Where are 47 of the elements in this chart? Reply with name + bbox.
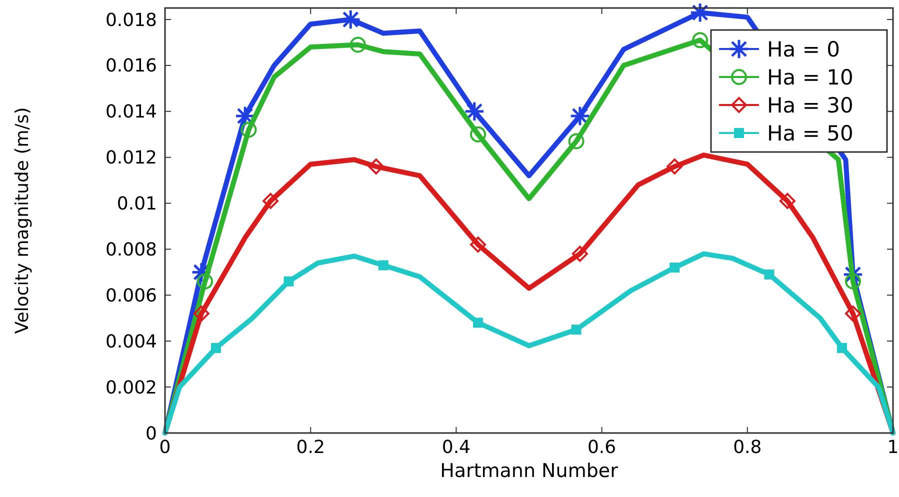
y-tick-label: 0.014 — [105, 102, 157, 123]
y-tick-label: 0.012 — [105, 148, 157, 169]
point — [240, 122, 257, 138]
point — [692, 32, 708, 48]
x-tick-label: 0.8 — [733, 437, 762, 458]
point — [844, 306, 861, 322]
point — [262, 192, 279, 209]
point — [470, 236, 486, 253]
point — [378, 260, 388, 270]
legend-label: Ha = 0 — [767, 37, 840, 62]
x-tick-label: 0 — [159, 437, 171, 458]
point — [473, 318, 484, 328]
y-tick-label: 0.018 — [105, 10, 157, 31]
point — [284, 276, 294, 286]
point — [572, 246, 588, 262]
point — [210, 343, 221, 353]
point — [670, 262, 680, 273]
x-tick-label: 1 — [887, 437, 899, 458]
point — [571, 324, 582, 335]
point — [193, 306, 210, 322]
y-tick-label: 0.004 — [105, 331, 157, 352]
x-tick-label: 0.2 — [296, 437, 325, 458]
legend-label: Ha = 50 — [767, 121, 854, 146]
y-axis-title: Velocity magnitude (m/s) — [12, 107, 33, 334]
point — [844, 273, 861, 290]
legend-label: Ha = 10 — [767, 65, 854, 90]
y-tick-label: 0 — [146, 423, 157, 444]
point — [570, 106, 590, 126]
y-tick-label: 0.002 — [105, 377, 157, 398]
point — [464, 101, 485, 122]
point — [197, 273, 214, 290]
point — [568, 133, 584, 150]
y-tick-label: 0.01 — [116, 194, 157, 215]
x-tick-label: 0.4 — [442, 437, 471, 458]
point — [837, 343, 848, 353]
x-axis-title: Hartmann Number — [440, 460, 618, 482]
point — [350, 36, 366, 53]
point — [764, 269, 774, 280]
x-tick-label: 0.6 — [587, 437, 616, 458]
y-tick-label: 0.008 — [105, 240, 157, 261]
point — [666, 158, 683, 175]
point — [779, 192, 796, 209]
point — [470, 126, 486, 142]
point — [368, 158, 384, 175]
y-tick-label: 0.006 — [105, 285, 157, 306]
legend-label: Ha = 30 — [767, 93, 854, 118]
y-tick-label: 0.016 — [105, 56, 157, 77]
